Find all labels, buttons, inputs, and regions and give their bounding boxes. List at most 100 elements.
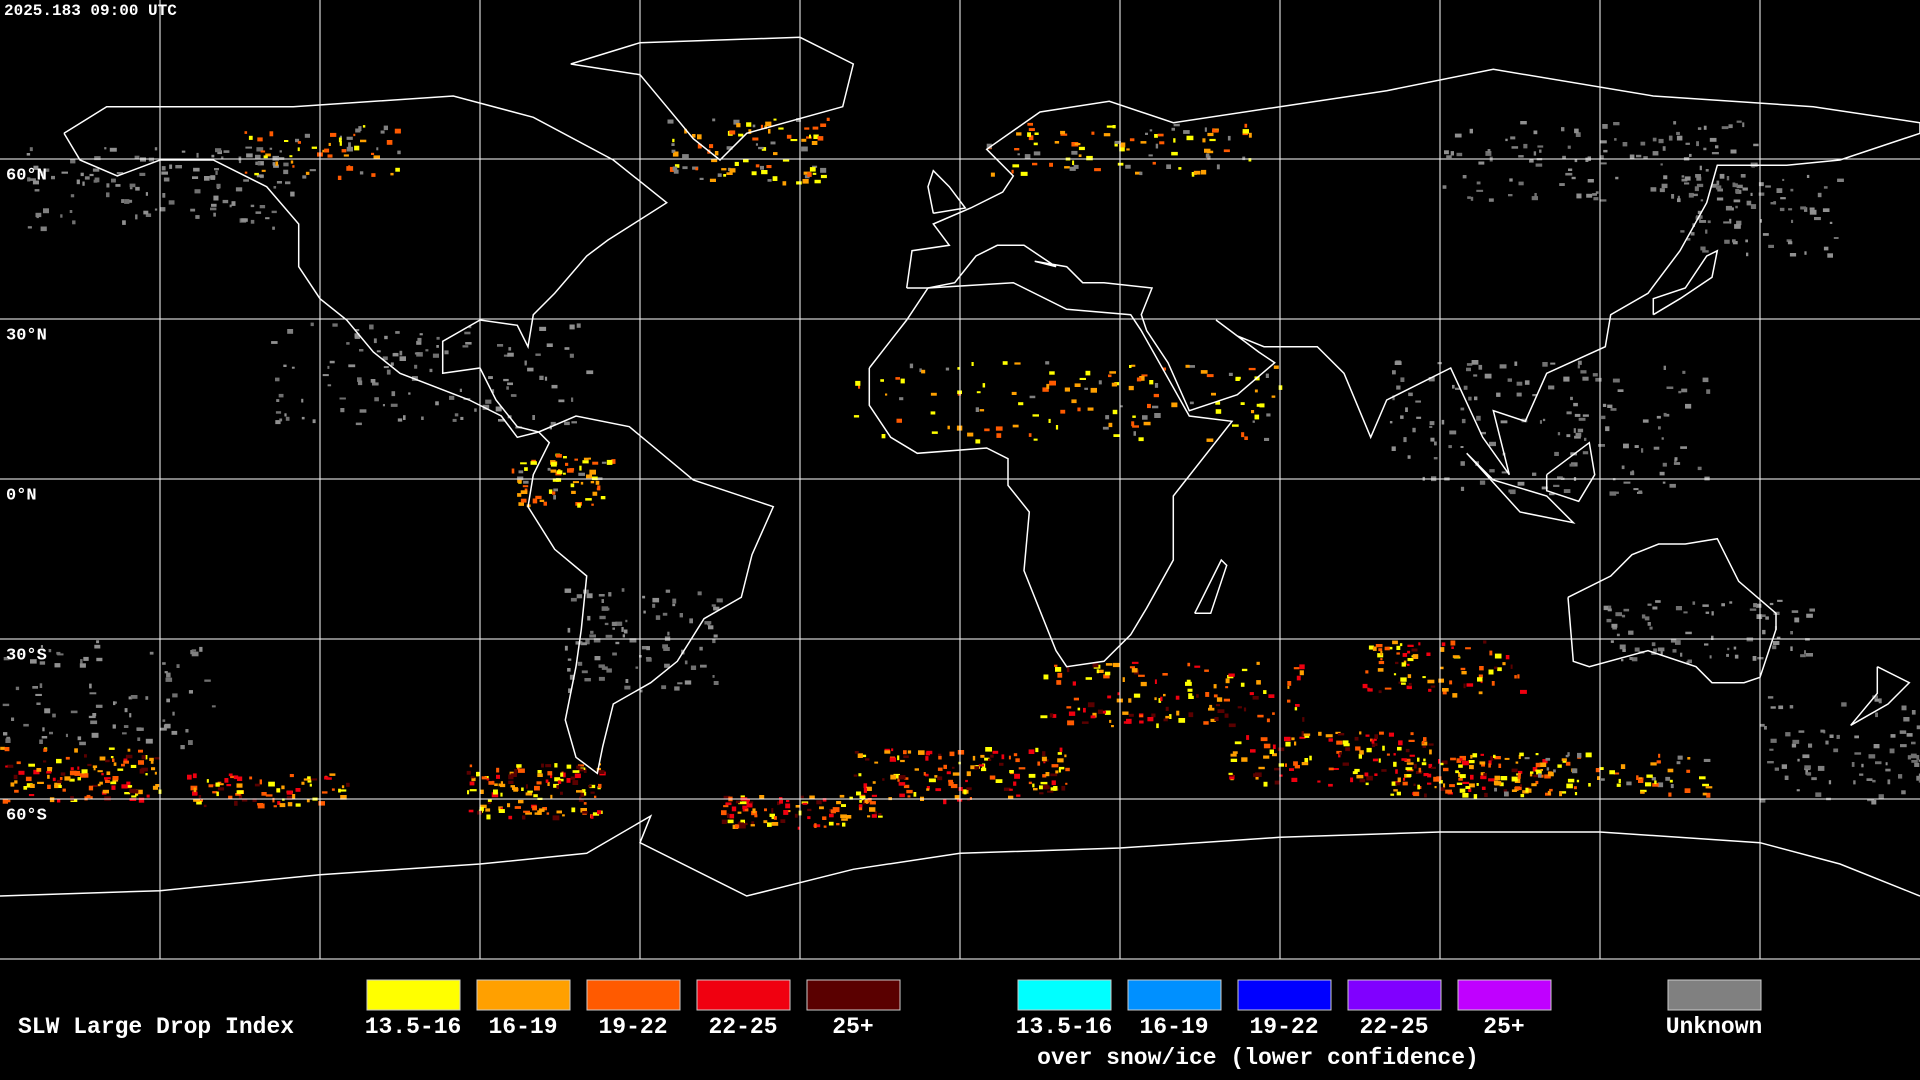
cloud-pixel bbox=[580, 481, 584, 485]
cloud-pixel bbox=[1682, 370, 1686, 374]
cloud-pixel bbox=[971, 362, 974, 366]
cloud-pixel bbox=[539, 499, 545, 502]
cloud-pixel bbox=[583, 589, 589, 594]
cloud-pixel bbox=[1622, 649, 1626, 652]
cloud-pixel bbox=[1371, 743, 1376, 748]
cloud-pixel bbox=[357, 380, 363, 386]
cloud-pixel bbox=[486, 814, 491, 820]
cloud-pixel bbox=[257, 161, 264, 166]
cloud-pixel bbox=[752, 808, 756, 814]
cloud-pixel bbox=[74, 770, 81, 776]
cloud-pixel bbox=[1395, 769, 1398, 774]
cloud-pixel bbox=[547, 771, 553, 776]
cloud-pixel bbox=[1608, 605, 1612, 609]
cloud-pixel bbox=[1470, 754, 1473, 759]
cloud-pixel bbox=[1729, 218, 1732, 224]
cloud-pixel bbox=[1058, 767, 1061, 773]
cloud-pixel bbox=[550, 421, 556, 425]
cloud-pixel bbox=[1753, 143, 1759, 147]
cloud-pixel bbox=[1299, 670, 1304, 676]
cloud-pixel bbox=[1057, 758, 1064, 763]
cloud-pixel bbox=[1621, 614, 1626, 618]
cloud-pixel bbox=[574, 458, 578, 461]
cloud-pixel bbox=[1427, 773, 1432, 778]
cloud-pixel bbox=[1462, 781, 1470, 784]
cloud-pixel bbox=[664, 663, 670, 668]
cloud-pixel bbox=[976, 391, 981, 394]
cloud-pixel bbox=[1274, 780, 1280, 785]
cloud-pixel bbox=[601, 666, 608, 670]
cloud-pixel bbox=[525, 792, 533, 796]
cloud-pixel bbox=[1709, 137, 1717, 142]
cloud-pixel bbox=[1575, 432, 1582, 437]
cloud-pixel bbox=[1681, 178, 1688, 182]
cloud-pixel bbox=[1524, 757, 1530, 760]
cloud-pixel bbox=[1577, 360, 1582, 365]
cloud-pixel bbox=[1663, 412, 1667, 417]
cloud-pixel bbox=[592, 812, 600, 816]
cloud-pixel bbox=[863, 783, 868, 788]
cloud-pixel bbox=[1402, 781, 1408, 786]
cloud-pixel bbox=[1020, 171, 1028, 176]
cloud-pixel bbox=[642, 595, 646, 599]
cloud-pixel bbox=[1013, 781, 1017, 786]
cloud-pixel bbox=[245, 146, 252, 149]
cloud-pixel bbox=[1520, 793, 1525, 798]
cloud-pixel bbox=[1396, 652, 1400, 655]
cloud-pixel bbox=[652, 597, 660, 603]
cloud-pixel bbox=[1406, 663, 1410, 666]
cloud-pixel bbox=[269, 147, 273, 150]
cloud-pixel bbox=[1804, 251, 1807, 255]
cloud-pixel bbox=[1407, 455, 1411, 459]
cloud-pixel bbox=[1382, 745, 1385, 751]
cloud-pixel bbox=[1578, 417, 1586, 421]
cloud-pixel bbox=[301, 416, 305, 420]
cloud-pixel bbox=[110, 756, 114, 759]
cloud-pixel bbox=[1600, 199, 1607, 202]
cloud-pixel bbox=[516, 764, 522, 768]
cloud-pixel bbox=[1391, 781, 1396, 786]
cloud-pixel bbox=[958, 787, 963, 791]
cloud-pixel bbox=[728, 167, 731, 172]
cloud-pixel bbox=[1563, 489, 1571, 493]
cloud-pixel bbox=[1392, 370, 1396, 375]
cloud-pixel bbox=[36, 702, 41, 705]
cloud-pixel bbox=[1370, 738, 1373, 742]
cloud-pixel bbox=[761, 170, 768, 175]
cloud-pixel bbox=[395, 167, 400, 172]
cloud-pixel bbox=[1040, 715, 1048, 719]
cloud-pixel bbox=[1129, 365, 1132, 368]
cloud-pixel bbox=[569, 353, 574, 358]
cloud-pixel bbox=[373, 155, 380, 159]
cloud-pixel bbox=[679, 613, 683, 618]
cloud-pixel bbox=[823, 825, 827, 828]
cloud-pixel bbox=[1392, 640, 1398, 645]
cloud-pixel bbox=[261, 792, 267, 796]
cloud-pixel bbox=[552, 815, 560, 821]
cloud-pixel bbox=[1565, 761, 1571, 766]
cloud-pixel bbox=[44, 168, 50, 172]
cloud-pixel bbox=[10, 782, 15, 787]
cloud-pixel bbox=[871, 794, 877, 797]
coastline bbox=[1567, 537, 1777, 684]
cloud-pixel bbox=[711, 604, 716, 607]
cloud-pixel bbox=[226, 784, 232, 787]
cloud-pixel bbox=[1875, 712, 1878, 718]
cloud-pixel bbox=[1033, 151, 1041, 156]
cloud-pixel bbox=[338, 137, 342, 143]
cloud-pixel bbox=[1064, 166, 1070, 169]
cloud-pixel bbox=[231, 201, 236, 206]
cloud-pixel bbox=[768, 128, 771, 134]
cloud-pixel bbox=[329, 773, 336, 776]
cloud-pixel bbox=[699, 177, 704, 180]
cloud-pixel bbox=[1265, 373, 1269, 378]
cloud-pixel bbox=[1428, 743, 1434, 746]
cloud-pixel bbox=[162, 719, 166, 722]
cloud-pixel bbox=[295, 803, 301, 807]
cloud-pixel bbox=[1535, 163, 1543, 167]
cloud-pixel bbox=[667, 119, 674, 124]
cloud-pixel bbox=[779, 799, 783, 804]
cloud-pixel bbox=[1815, 792, 1822, 797]
cloud-pixel bbox=[1759, 219, 1762, 223]
cloud-pixel bbox=[1643, 156, 1648, 160]
